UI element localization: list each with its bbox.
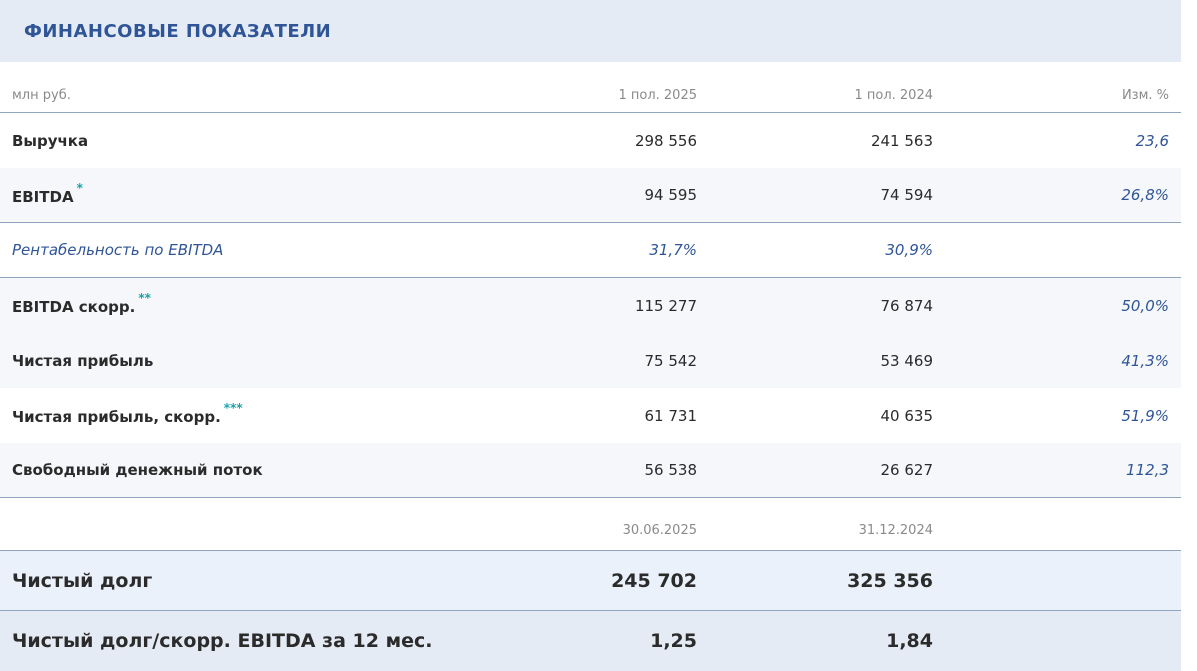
row-value-2025: 56 538 bbox=[644, 461, 698, 479]
row-value-date-2025: 245 702 bbox=[611, 569, 697, 592]
column-change: Изм. % bbox=[1121, 87, 1169, 103]
footnote-marker: *** bbox=[223, 401, 243, 415]
row-value-2025: 75 542 bbox=[644, 351, 698, 370]
row-value-2024: 26 627 bbox=[880, 461, 934, 479]
row-change: 112,3 bbox=[1126, 461, 1169, 479]
table-row-ebitda-margin: Рентабельность по EBITDA 31,7% 30,9% bbox=[0, 223, 1181, 278]
row-value-2025: 298 556 bbox=[634, 131, 697, 150]
row-label: Чистый долг bbox=[12, 569, 153, 592]
row-label: Чистый долг/скорр. EBITDA за 12 мес. bbox=[12, 630, 433, 652]
footnote-marker: ** bbox=[138, 291, 151, 305]
table-header: ФИНАНСОВЫЕ ПОКАЗАТЕЛИ bbox=[0, 0, 1181, 62]
row-label: Свободный денежный поток bbox=[12, 461, 263, 479]
column-period-2025: 1 пол. 2025 bbox=[618, 87, 697, 103]
row-change: 50,0% bbox=[1121, 296, 1169, 315]
unit-label: млн руб. bbox=[12, 87, 71, 103]
row-value-date-2024: 325 356 bbox=[847, 569, 933, 592]
table-row-adjusted-net-profit: Чистая прибыль, скорр. *** 61 731 40 635 … bbox=[0, 388, 1181, 443]
row-value-2024: 30,9% bbox=[885, 241, 933, 259]
row-value-2025: 94 595 bbox=[644, 186, 698, 204]
row-change: 23,6 bbox=[1135, 131, 1169, 150]
column-header-row: млн руб. 1 пол. 2025 1 пол. 2024 Изм. % bbox=[0, 62, 1181, 113]
section-spacer bbox=[0, 498, 1181, 516]
row-value-2025: 115 277 bbox=[634, 296, 697, 315]
row-label: EBITDA bbox=[12, 187, 74, 206]
row-value-2025: 31,7% bbox=[649, 241, 697, 259]
column-period-2024: 1 пол. 2024 bbox=[854, 87, 933, 103]
row-value-2024: 40 635 bbox=[880, 406, 934, 425]
row-value-2024: 76 874 bbox=[880, 296, 934, 315]
footnote-marker: * bbox=[76, 180, 83, 195]
table-row-net-debt-ratio: Чистый долг/скорр. EBITDA за 12 мес. 1,2… bbox=[0, 611, 1181, 671]
table-row-free-cash-flow: Свободный денежный поток 56 538 26 627 1… bbox=[0, 443, 1181, 498]
table-title: ФИНАНСОВЫЕ ПОКАЗАТЕЛИ bbox=[24, 20, 332, 42]
column-date-2025: 30.06.2025 bbox=[622, 523, 697, 538]
row-value-date-2024: 1,84 bbox=[886, 630, 933, 652]
row-value-2024: 241 563 bbox=[870, 131, 933, 150]
row-value-date-2025: 1,25 bbox=[650, 630, 697, 652]
table-row-adjusted-ebitda: EBITDA скорр. ** 115 277 76 874 50,0% bbox=[0, 278, 1181, 333]
row-value-2024: 74 594 bbox=[880, 186, 934, 204]
column-date-2024: 31.12.2024 bbox=[858, 523, 933, 538]
debt-date-header-row: 30.06.2025 31.12.2024 bbox=[0, 516, 1181, 551]
row-label-cell: EBITDA скорр. ** bbox=[0, 291, 460, 316]
table-row-net-profit: Чистая прибыль 75 542 53 469 41,3% bbox=[0, 333, 1181, 388]
row-value-2025: 61 731 bbox=[644, 406, 698, 425]
row-value-2024: 53 469 bbox=[880, 351, 934, 370]
row-label: Рентабельность по EBITDA bbox=[12, 241, 224, 259]
row-label: Выручка bbox=[12, 131, 89, 150]
row-label: Чистая прибыль, скорр. bbox=[12, 408, 221, 426]
row-change: 41,3% bbox=[1121, 351, 1169, 370]
table-row-ebitda: EBITDA * 94 595 74 594 26,8% bbox=[0, 168, 1181, 223]
table-row-revenue: Выручка 298 556 241 563 23,6 bbox=[0, 113, 1181, 168]
row-label-cell: EBITDA * bbox=[0, 181, 460, 206]
row-label-cell: Чистая прибыль, скорр. *** bbox=[0, 401, 460, 426]
row-change: 26,8% bbox=[1121, 186, 1169, 204]
row-change: 51,9% bbox=[1121, 406, 1169, 425]
row-label: Чистая прибыль bbox=[12, 351, 154, 370]
table-row-net-debt: Чистый долг 245 702 325 356 bbox=[0, 551, 1181, 611]
row-label: EBITDA скорр. bbox=[12, 298, 136, 316]
